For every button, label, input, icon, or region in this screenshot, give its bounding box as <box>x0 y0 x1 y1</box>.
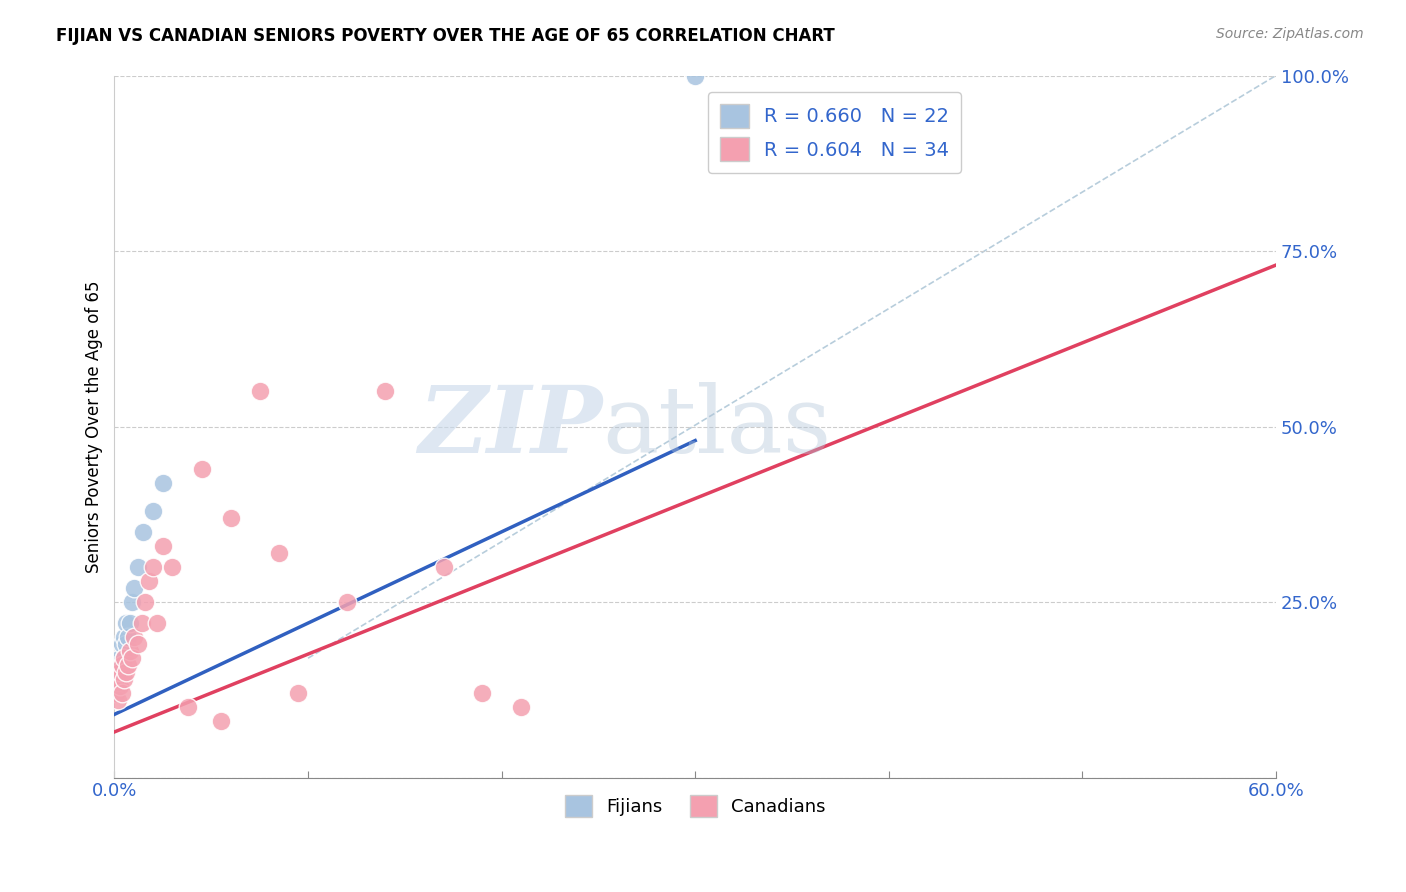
Point <box>146 616 169 631</box>
Point <box>336 595 359 609</box>
Point <box>107 665 129 680</box>
Text: Source: ZipAtlas.com: Source: ZipAtlas.com <box>1216 27 1364 41</box>
Point <box>105 673 128 687</box>
Point <box>121 595 143 609</box>
Point <box>110 651 132 665</box>
Point <box>132 524 155 539</box>
Point <box>117 630 139 644</box>
Point <box>105 686 128 700</box>
Point <box>107 693 129 707</box>
Point <box>142 560 165 574</box>
Text: FIJIAN VS CANADIAN SENIORS POVERTY OVER THE AGE OF 65 CORRELATION CHART: FIJIAN VS CANADIAN SENIORS POVERTY OVER … <box>56 27 835 45</box>
Point <box>152 539 174 553</box>
Point <box>287 686 309 700</box>
Point <box>510 700 533 714</box>
Point <box>105 686 128 700</box>
Point <box>112 673 135 687</box>
Legend: Fijians, Canadians: Fijians, Canadians <box>558 789 832 825</box>
Point <box>111 658 134 673</box>
Point <box>111 658 134 673</box>
Point <box>122 581 145 595</box>
Point <box>118 644 141 658</box>
Point <box>118 616 141 631</box>
Point <box>374 384 396 399</box>
Point <box>162 560 184 574</box>
Point <box>115 616 138 631</box>
Point <box>267 546 290 560</box>
Point <box>142 504 165 518</box>
Point <box>209 714 232 729</box>
Point <box>107 658 129 673</box>
Y-axis label: Seniors Poverty Over the Age of 65: Seniors Poverty Over the Age of 65 <box>86 280 103 573</box>
Point <box>110 665 132 680</box>
Point <box>117 658 139 673</box>
Point <box>107 673 129 687</box>
Point <box>683 69 706 83</box>
Point <box>177 700 200 714</box>
Point <box>112 630 135 644</box>
Point <box>122 630 145 644</box>
Point <box>115 637 138 651</box>
Point <box>110 679 132 693</box>
Point <box>249 384 271 399</box>
Point <box>111 637 134 651</box>
Point <box>127 637 149 651</box>
Point <box>138 574 160 588</box>
Point <box>115 665 138 680</box>
Point <box>471 686 494 700</box>
Point <box>121 651 143 665</box>
Point <box>219 510 242 524</box>
Text: atlas: atlas <box>602 382 831 472</box>
Point <box>110 673 132 687</box>
Point <box>152 475 174 490</box>
Point <box>111 686 134 700</box>
Point <box>131 616 153 631</box>
Point <box>107 679 129 693</box>
Point <box>112 651 135 665</box>
Point <box>134 595 156 609</box>
Point <box>127 560 149 574</box>
Point <box>112 651 135 665</box>
Point <box>432 560 454 574</box>
Text: ZIP: ZIP <box>418 382 602 472</box>
Point <box>190 461 212 475</box>
